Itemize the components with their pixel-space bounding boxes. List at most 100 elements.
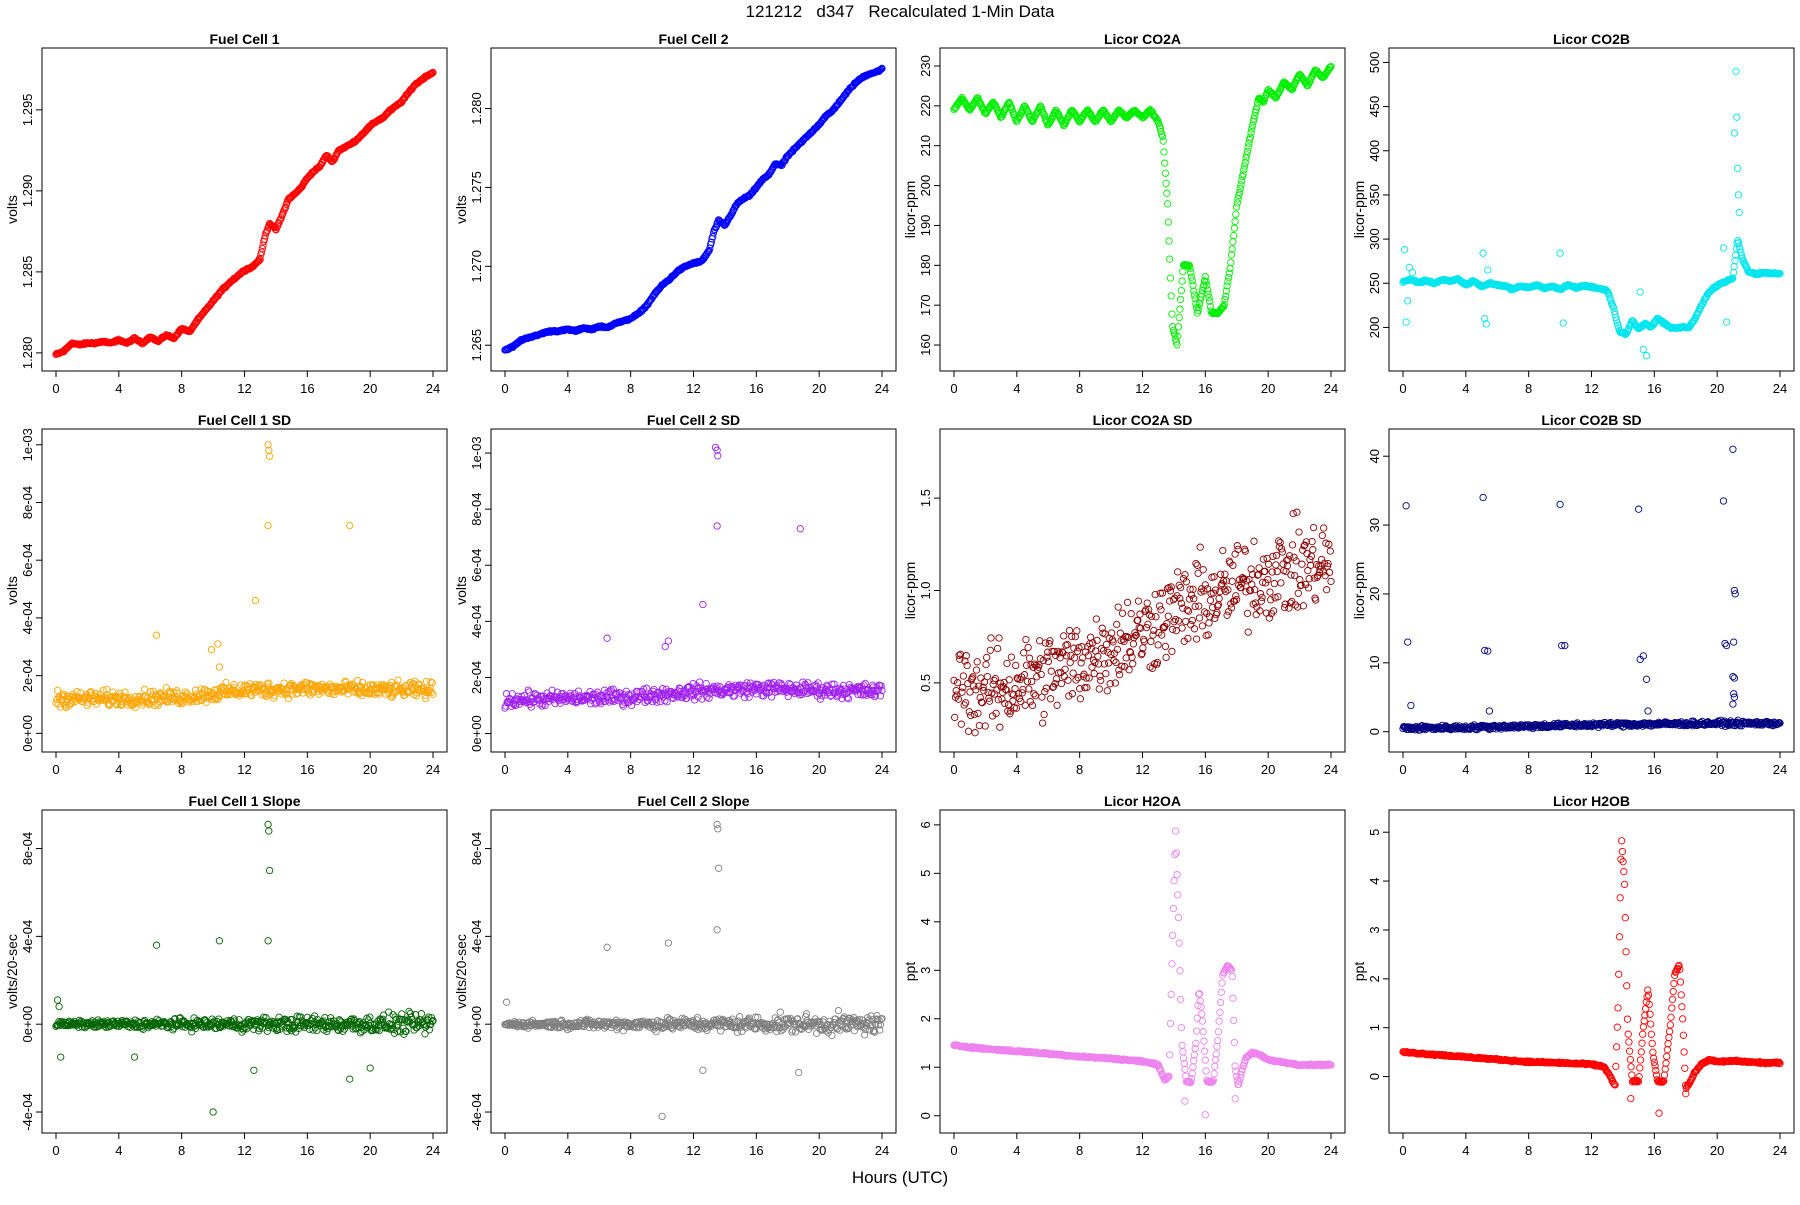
data-point xyxy=(1027,699,1033,705)
data-point xyxy=(1232,551,1238,557)
x-tick-label: 16 xyxy=(1647,381,1661,396)
data-point xyxy=(1251,538,1257,544)
data-point xyxy=(1277,539,1283,545)
x-tick-label: 24 xyxy=(1773,381,1787,396)
data-point xyxy=(1176,314,1182,320)
data-point xyxy=(1243,589,1249,595)
x-tick-label: 12 xyxy=(686,762,700,777)
chart-title: Licor CO2B xyxy=(1553,31,1630,47)
x-tick-label: 4 xyxy=(564,381,571,396)
y-axis-label: licor-ppm xyxy=(902,181,918,239)
x-tick-label: 0 xyxy=(950,762,957,777)
chart-title: Fuel Cell 1 xyxy=(209,31,279,47)
data-point xyxy=(1065,677,1071,683)
data-point xyxy=(1054,702,1060,708)
x-tick-label: 16 xyxy=(1198,381,1212,396)
data-point xyxy=(1169,648,1175,654)
data-point xyxy=(1480,250,1486,256)
y-tick-label: 1.275 xyxy=(469,171,484,204)
data-point xyxy=(1734,165,1740,171)
y-axis-label: licor-ppm xyxy=(1351,562,1367,620)
data-point xyxy=(1047,696,1053,702)
data-point xyxy=(997,724,1003,730)
data-point xyxy=(984,673,990,679)
data-point xyxy=(1116,672,1122,678)
x-tick-label: 24 xyxy=(426,381,440,396)
data-point xyxy=(983,661,989,667)
y-axis-label: licor-ppm xyxy=(1351,181,1367,239)
data-point xyxy=(265,522,271,528)
data-point xyxy=(1244,610,1250,616)
data-point xyxy=(973,667,979,673)
y-tick-label: 6e-04 xyxy=(20,544,35,577)
y-tick-label: 450 xyxy=(1367,96,1382,118)
data-point xyxy=(1039,720,1045,726)
data-point xyxy=(996,635,1002,641)
data-point xyxy=(1200,567,1206,573)
chart-title: Fuel Cell 2 xyxy=(658,31,728,47)
plot-frame xyxy=(42,48,447,371)
x-tick-label: 24 xyxy=(875,381,889,396)
data-point xyxy=(1006,677,1012,683)
y-tick-label: 0e+00 xyxy=(20,1006,35,1043)
data-point xyxy=(1637,289,1643,295)
data-point xyxy=(1265,561,1271,567)
data-point xyxy=(1645,708,1651,714)
data-point xyxy=(1144,600,1150,606)
data-point xyxy=(1273,552,1279,558)
x-tick-label: 20 xyxy=(1261,762,1275,777)
points-fc1 xyxy=(53,69,436,357)
data-point xyxy=(1185,608,1191,614)
x-tick-label: 16 xyxy=(1198,762,1212,777)
x-tick-label: 16 xyxy=(300,762,314,777)
data-point xyxy=(1153,614,1159,620)
data-point xyxy=(1201,609,1207,615)
x-tick-label: 12 xyxy=(1135,381,1149,396)
data-point xyxy=(1197,544,1203,550)
x-tick-label: 20 xyxy=(363,762,377,777)
data-point xyxy=(1177,296,1183,302)
data-point xyxy=(992,675,998,681)
x-tick-label: 20 xyxy=(363,1143,377,1158)
plot-frame xyxy=(1389,429,1794,752)
data-point xyxy=(1160,138,1166,144)
data-point xyxy=(1480,494,1486,500)
data-point xyxy=(1290,510,1296,516)
data-point xyxy=(1207,597,1213,603)
data-point xyxy=(994,645,1000,651)
data-point xyxy=(974,659,980,665)
data-point xyxy=(1013,662,1019,668)
x-tick-label: 16 xyxy=(749,381,763,396)
x-tick-label: 20 xyxy=(363,381,377,396)
data-point xyxy=(1220,547,1226,553)
data-point xyxy=(1643,676,1649,682)
data-point xyxy=(1010,698,1016,704)
data-point xyxy=(1104,688,1110,694)
data-point xyxy=(1162,170,1168,176)
x-tick-label: 24 xyxy=(875,762,889,777)
y-tick-label: 0.5 xyxy=(918,674,933,692)
data-point xyxy=(1189,278,1195,284)
y-tick-label: 1e-03 xyxy=(469,436,484,469)
data-point xyxy=(952,714,958,720)
data-point xyxy=(208,647,214,653)
y-tick-label: 4e-04 xyxy=(20,920,35,953)
y-tick-label: 300 xyxy=(1367,228,1382,250)
data-point xyxy=(1164,201,1170,207)
data-point xyxy=(1115,604,1121,610)
y-tick-label: 0 xyxy=(1367,728,1382,735)
x-tick-label: 20 xyxy=(812,381,826,396)
y-tick-label: 2e-04 xyxy=(469,661,484,694)
data-point xyxy=(1025,644,1031,650)
x-tick-label: 4 xyxy=(1462,762,1469,777)
data-point xyxy=(418,1011,424,1017)
data-point xyxy=(1175,324,1181,330)
x-tick-label: 0 xyxy=(1399,381,1406,396)
data-point xyxy=(1731,130,1737,136)
chart-title: Licor CO2A xyxy=(1104,31,1181,47)
